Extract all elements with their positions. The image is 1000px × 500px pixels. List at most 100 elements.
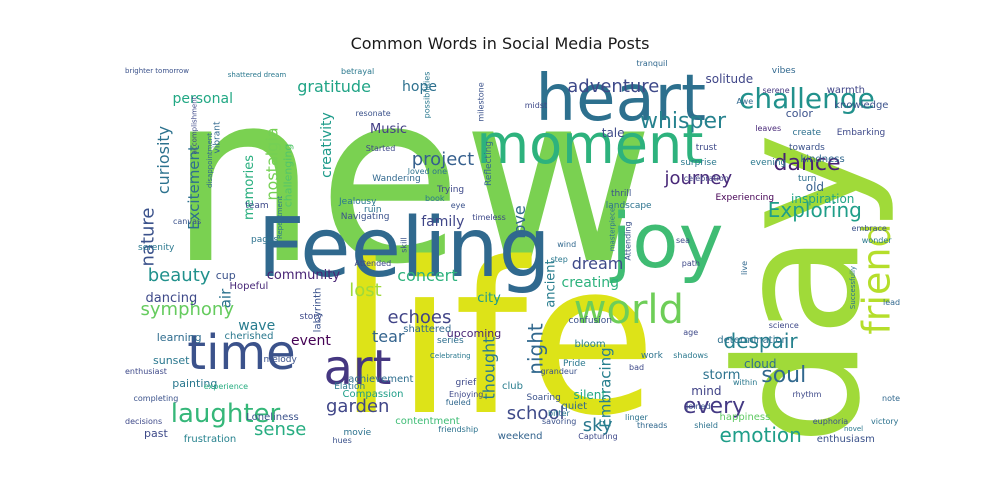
word-love: love [510, 204, 530, 239]
word-knowledge: knowledge [834, 100, 889, 112]
word-joy: joy [611, 195, 724, 285]
word-loneliness: Loneliness [246, 412, 299, 424]
word-pages: pages [251, 235, 279, 246]
word-joined: Joined [686, 401, 711, 411]
word-bloom: bloom [574, 338, 606, 350]
word-heart: heart [535, 61, 707, 136]
word-art: art [323, 340, 392, 396]
word-towards: towards [789, 143, 825, 154]
word-vibrant: vibrant [212, 121, 223, 153]
word-book: book [425, 193, 445, 203]
word-create: create [792, 127, 822, 138]
word-vibes: vibes [771, 66, 796, 77]
word-creating: creating [561, 275, 619, 292]
word-emotion: emotion [719, 423, 802, 445]
word-movie: movie [343, 427, 372, 438]
word-science: science [768, 320, 799, 330]
word-frustration: frustration [183, 434, 237, 445]
word-enthusiasm: enthusiasm [816, 434, 875, 445]
word-celebration: celebration [683, 174, 729, 184]
word-leaves: leaves [755, 124, 782, 134]
word-age: age [683, 328, 699, 338]
word-silent: silent [573, 387, 607, 402]
word-painting: painting [172, 376, 218, 390]
word-time: time [187, 324, 296, 381]
word-midst: midst [524, 101, 548, 111]
word-gratitude: gratitude [297, 76, 371, 96]
word-contentment: contentment [395, 415, 460, 427]
word-lost: lost [349, 280, 382, 301]
word-timeless: timeless [472, 212, 506, 222]
word-club: club [502, 381, 523, 393]
word-decisions: decisions [125, 416, 163, 426]
word-tale: tale [601, 126, 625, 141]
word-lead: lead [883, 297, 900, 307]
word-whisper: whisper [640, 108, 727, 134]
word-surprise: surprise [680, 158, 717, 169]
word-awe: Awe [736, 97, 754, 107]
word-old: old [805, 180, 825, 195]
word-work: work [641, 350, 663, 361]
word-loved-one: loved one [407, 166, 448, 176]
word-bitter: bitter [548, 409, 570, 419]
word-serenity: serenity [138, 243, 175, 254]
word-past: past [144, 426, 168, 440]
word-attended: Attended [354, 259, 392, 269]
word-dancing: dancing [145, 291, 198, 307]
word-thought: thought [479, 336, 499, 400]
word-confusion: confusion [568, 316, 612, 327]
word-tranquil: tranquil [636, 60, 668, 68]
word-school: school [506, 403, 565, 425]
word-embrace: embrace [851, 224, 887, 234]
word-grandeur: grandeur [540, 366, 578, 376]
word-dream: dream [571, 254, 624, 274]
word-weekend: weekend [497, 431, 543, 443]
word-celebrating: Celebrating [430, 351, 471, 360]
word-cup: cup [215, 269, 236, 283]
word-adventure: adventure [567, 75, 660, 97]
word-dance: dance [773, 150, 841, 176]
word-journey: journey [664, 168, 733, 190]
word-hope: hope [402, 78, 437, 95]
word-moment: moment [476, 112, 704, 176]
word-project: project [411, 149, 475, 171]
word-ruin: ruin [364, 204, 382, 215]
word-attending: Attending [623, 221, 633, 261]
word-novel: novel [844, 425, 864, 434]
word-enjoying: Enjoying [449, 389, 484, 399]
word-quiet: quiet [561, 400, 588, 412]
word-warmth: warmth [826, 84, 865, 96]
word-friendship: friendship [438, 424, 479, 434]
word-laughter: laughter [170, 399, 281, 430]
word-savoring: savoring [542, 416, 577, 426]
word-creativity: creativity [318, 111, 335, 178]
word-enthusiast: enthusiast [125, 366, 167, 376]
word-path: path [681, 259, 700, 269]
word-solitude: solitude [705, 72, 754, 87]
word-victory: victory [871, 416, 899, 426]
word-grief: grief [455, 377, 477, 388]
word-sea: sea [676, 235, 690, 245]
word-brighter-tomorrow: brighter tomorrow [125, 67, 189, 76]
word-color: color [785, 107, 813, 121]
word-curiosity: curiosity [153, 125, 173, 195]
word-achievement: achievement [348, 373, 414, 385]
word-cloud: cloud [744, 357, 777, 372]
word-symphony: symphony [140, 299, 234, 321]
word-inspiration: inspiration [791, 191, 855, 206]
word-skill: skill [399, 237, 409, 253]
word-echoes: echoes [387, 306, 452, 328]
word-mind: mind [691, 384, 722, 399]
word-masterpiece: masterpiece [608, 207, 617, 252]
word-labyrinth: labyrinth [312, 287, 324, 333]
word-trust: trust [695, 143, 717, 154]
word-shield: shield [694, 420, 718, 430]
word-family: family [421, 213, 465, 230]
word-determination: determination [717, 335, 788, 347]
word-evening: evening [750, 158, 787, 169]
word-life: life [337, 217, 657, 445]
word-happiness: happiness [719, 412, 771, 424]
word-trying: Trying [437, 185, 465, 196]
word-shattered-dream: shattered dream [227, 70, 287, 79]
word-event: event [291, 333, 331, 350]
